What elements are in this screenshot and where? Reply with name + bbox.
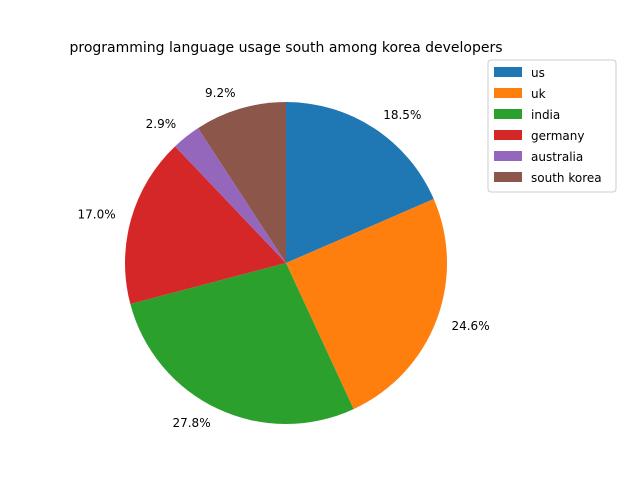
legend: us uk india germany australia south korea bbox=[487, 59, 617, 193]
percent-label-uk: 24.6% bbox=[451, 319, 489, 333]
percent-label-australia: 2.9% bbox=[146, 117, 177, 131]
legend-swatch-india bbox=[494, 109, 522, 119]
legend-swatch-australia bbox=[494, 151, 522, 161]
chart-title: programming language usage south among k… bbox=[69, 40, 502, 56]
legend-label-us: us bbox=[531, 66, 545, 80]
percent-label-us: 18.5% bbox=[383, 108, 421, 122]
legend-swatch-germany bbox=[494, 130, 522, 140]
legend-label-australia: australia bbox=[531, 150, 583, 164]
legend-label-india: india bbox=[531, 108, 560, 122]
legend-label-uk: uk bbox=[531, 87, 546, 101]
legend-label-south-korea: south korea bbox=[531, 171, 602, 185]
pie-slices bbox=[124, 102, 447, 424]
pie-slice-us bbox=[286, 102, 434, 263]
pie-slice-india bbox=[130, 263, 354, 424]
pie-slice-uk bbox=[286, 199, 447, 410]
pie-slice-south-korea bbox=[198, 102, 286, 263]
pie-slice-germany bbox=[124, 146, 286, 305]
percent-label-south-korea: 9.2% bbox=[205, 86, 236, 100]
pie-slice-australia bbox=[175, 128, 286, 263]
legend-swatch-us bbox=[494, 67, 522, 77]
percent-label-germany: 17.0% bbox=[77, 208, 115, 222]
percent-labels: 18.5% 24.6% 27.8% 17.0% 2.9% 9.2% bbox=[77, 86, 489, 430]
legend-swatch-south-korea bbox=[494, 172, 522, 182]
percent-label-india: 27.8% bbox=[172, 416, 210, 430]
legend-label-germany: germany bbox=[531, 129, 584, 143]
legend-swatch-uk bbox=[494, 88, 522, 98]
